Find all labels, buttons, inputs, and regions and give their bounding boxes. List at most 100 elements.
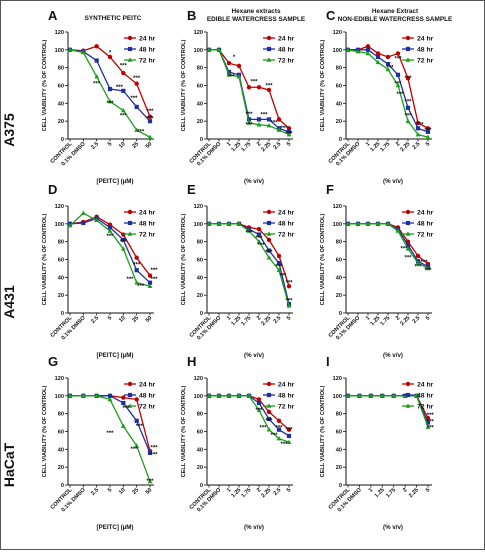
data-point-24hr [286,427,292,432]
x-tick-label: 1.75 [385,487,397,499]
data-point-72hr [266,427,272,432]
legend-marker [127,381,133,387]
y-tick-label: 100 [55,48,64,54]
data-point-72hr [355,49,361,54]
data-point-72hr [206,47,212,52]
legend-label: 48 hr [139,220,156,227]
y-tick-label: 100 [333,222,342,228]
legend-label: 72 hr [417,403,434,410]
y-tick-label: 20 [336,465,342,471]
data-point-24hr [405,76,411,81]
x-tick-label: 1.75 [240,315,252,327]
y-tick-label: 40 [336,447,342,453]
legend-label: 72 hr [278,231,295,238]
data-point-48hr [425,420,431,425]
x-tick-label: 5 [286,487,292,493]
legend-marker [405,231,411,236]
data-point-48hr [256,117,262,122]
data-point-72hr [107,98,113,104]
data-point-72hr [80,210,86,215]
x-tick-label: 10 [118,315,127,324]
y-tick-label: 80 [58,66,64,72]
y-tick-label: 0 [200,311,203,317]
data-point-48hr [107,86,113,92]
x-tick-label: 10 [118,141,127,150]
data-point-72hr [357,393,362,398]
data-point-72hr [276,127,282,132]
x-tick-label: 1 [226,315,232,321]
x-tick-label: 2.25 [260,141,272,153]
data-point-72hr [246,120,252,125]
legend-marker [127,403,133,408]
y-tick-label: 0 [61,137,64,143]
y-tick-label: 100 [333,394,342,400]
x-tick-label: 1.75 [240,487,252,499]
data-point-48hr [405,105,411,110]
significance-mark: *** [122,406,130,412]
row-label-a375: A375 [1,113,17,147]
data-point-24hr [246,85,252,90]
legend-marker [127,209,133,215]
data-point-72hr [355,221,361,226]
x-tick-label: 1.75 [240,141,252,153]
significance-mark: * [109,50,112,56]
x-tick-label: 1 [368,487,374,493]
x-tick-label: 1 [226,487,232,493]
data-point-24hr [147,273,153,278]
data-point-48hr [286,433,292,439]
legend-label: 48 hr [278,392,295,399]
data-point-72hr [134,127,140,132]
y-tick-label: 100 [194,394,203,400]
series-line-72hr [348,395,429,428]
data-point-72hr [365,50,371,56]
y-tick-label: 120 [194,204,203,210]
data-point-24hr [256,226,262,232]
x-tick-label: 5 [425,487,431,493]
significance-mark: *** [279,273,287,279]
data-point-24hr [286,284,292,289]
significance-mark: *** [404,256,412,262]
significance-mark: *** [265,250,273,256]
y-tick-label: 20 [58,119,64,125]
x-tick-label: 1 [365,315,371,321]
y-tick-label: 100 [55,222,64,228]
significance-mark: *** [420,260,428,266]
data-point-48hr [276,427,282,432]
data-point-24hr [107,54,113,60]
significance-mark: *** [116,85,124,91]
legend-marker [405,46,411,52]
significance-mark: *** [427,426,435,432]
significance-mark: *** [404,99,412,105]
data-point-72hr [236,393,242,398]
data-point-24hr [134,397,139,402]
x-tick-label: 25 [131,141,140,150]
data-point-24hr [415,253,421,259]
significance-mark: *** [245,231,253,237]
y-tick-label: 120 [194,30,203,36]
significance-mark: *** [265,419,273,425]
legend-label: 24 hr [417,381,434,388]
y-tick-label: 40 [58,275,64,281]
y-tick-label: 20 [336,119,342,125]
data-point-24hr [134,81,139,86]
x-tick-label: 5 [286,315,292,321]
x-axis-label: [PEITC] (µM) [97,178,134,185]
significance-mark: *** [146,479,154,485]
data-point-48hr [246,117,252,122]
significance-mark: *** [285,280,293,286]
y-tick-label: 60 [58,258,64,264]
legend-marker [127,57,133,62]
significance-mark: *** [106,234,114,240]
legend-marker [266,403,272,408]
legend-marker [405,220,411,226]
significance-mark: *** [255,236,263,242]
data-point-48hr [375,54,381,60]
legend-marker [266,381,272,387]
data-point-72hr [206,393,212,398]
y-tick-label: 80 [336,240,342,246]
data-point-72hr [226,72,232,77]
data-point-48hr [266,248,272,253]
panel-letter-a: A [48,8,58,23]
x-tick-label: 1 [226,141,232,147]
